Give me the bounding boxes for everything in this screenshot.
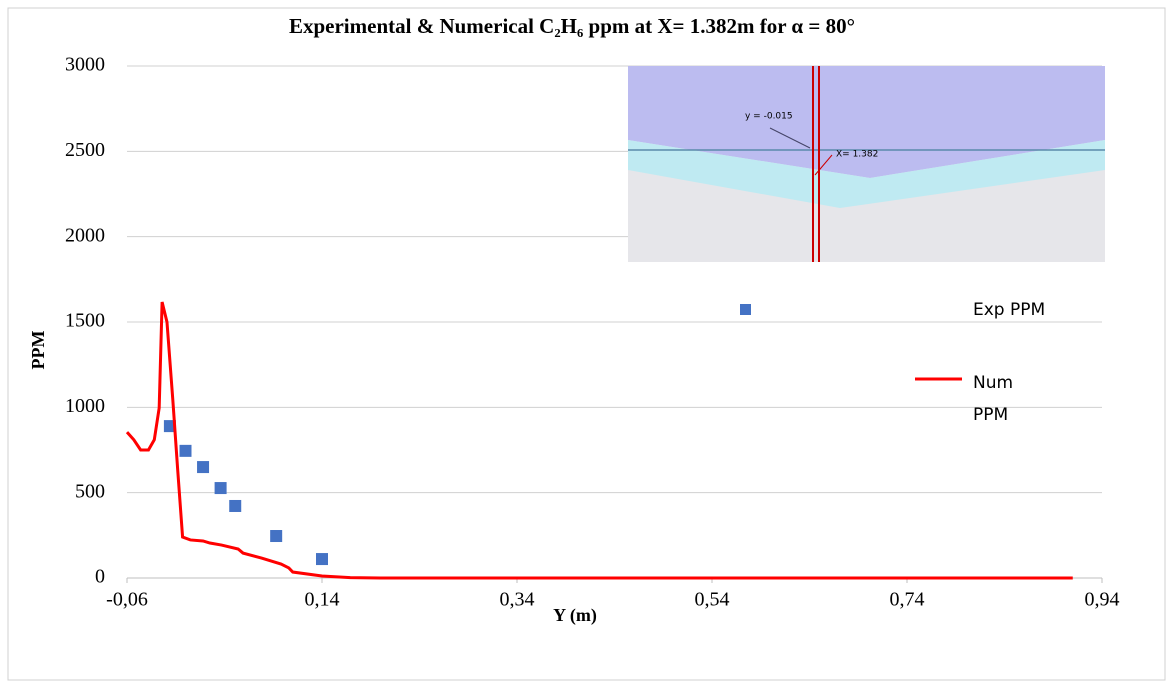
point bbox=[270, 530, 283, 543]
y-tick-label: 1000 bbox=[65, 395, 105, 417]
y-tick-label: 2000 bbox=[65, 224, 105, 246]
point bbox=[163, 420, 176, 433]
legend-marker bbox=[740, 304, 751, 315]
chart-title: Experimental & Numerical C₂H₆ ppm at X= … bbox=[289, 14, 855, 38]
x-tick-label: 0,14 bbox=[305, 589, 340, 611]
inset-image bbox=[628, 66, 1105, 262]
point bbox=[214, 482, 227, 495]
legend-label: Num PPM bbox=[973, 373, 1014, 425]
point bbox=[229, 499, 242, 512]
point bbox=[197, 461, 210, 474]
x-tick-label: 0,34 bbox=[500, 589, 535, 611]
line bbox=[125, 301, 1073, 580]
point bbox=[179, 444, 192, 457]
y-tick-label: 3000 bbox=[65, 54, 105, 76]
point bbox=[316, 553, 328, 566]
y-tick-label: 2500 bbox=[65, 139, 105, 161]
x-tick-label: 0,94 bbox=[1085, 589, 1120, 611]
x-axis-title: Y (m) bbox=[553, 605, 597, 626]
inset-label: y = -0.015 bbox=[745, 112, 793, 122]
y-axis-title: PPM bbox=[28, 331, 48, 370]
x-tick-label: 0,54 bbox=[695, 589, 730, 611]
y-tick-label: 500 bbox=[75, 480, 105, 502]
legend-label: Exp PPM bbox=[973, 300, 1045, 320]
x-tick-label: -0,06 bbox=[106, 589, 148, 611]
x-tick-label: 0,74 bbox=[890, 589, 925, 611]
y-tick-label: 0 bbox=[95, 566, 105, 588]
y-tick-label: 1500 bbox=[65, 310, 105, 332]
inset-label: X= 1.382 bbox=[836, 150, 878, 160]
